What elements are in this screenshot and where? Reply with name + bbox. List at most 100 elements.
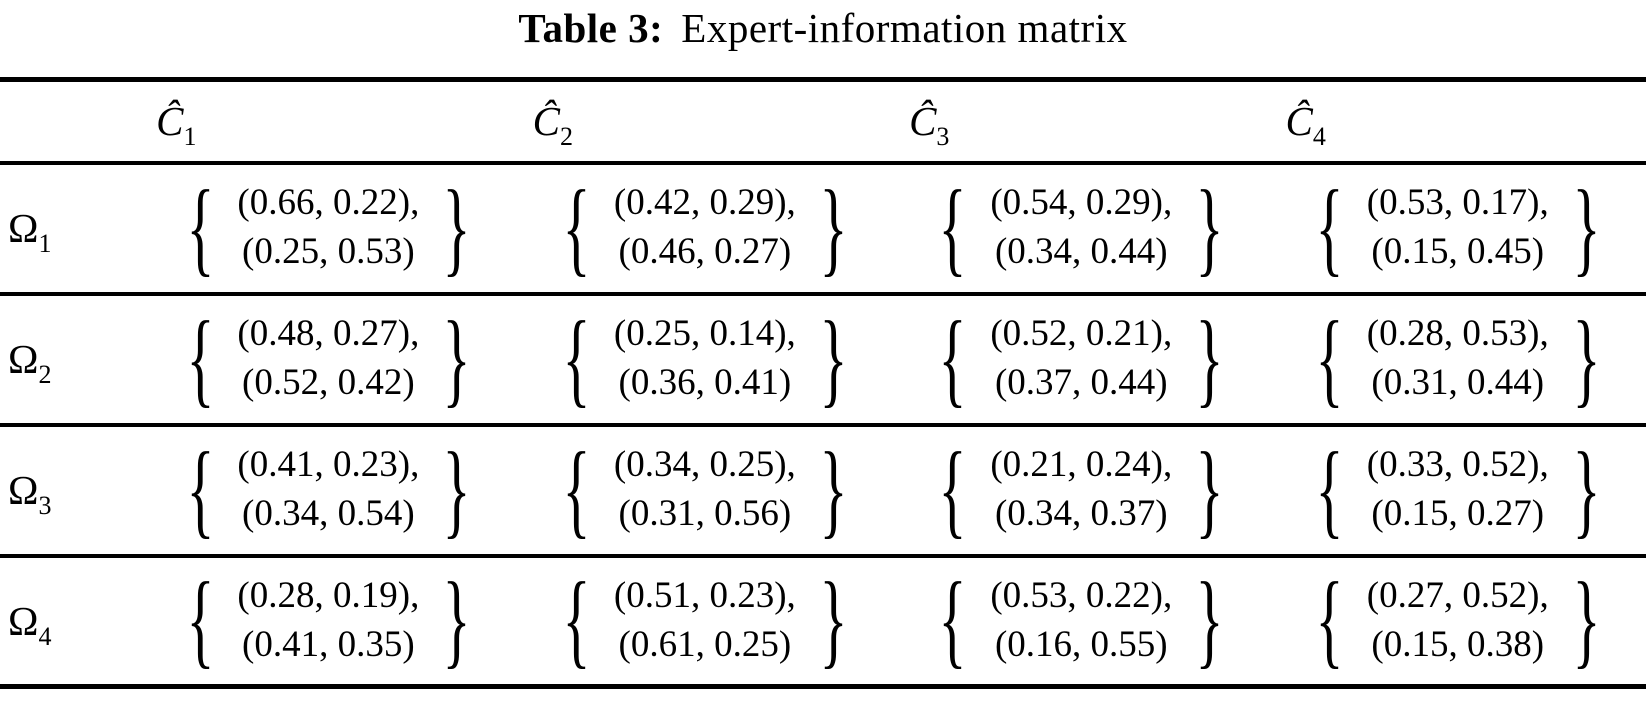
pair-line: (0.52, 0.21), xyxy=(990,313,1173,355)
pair-line: (0.66, 0.22), xyxy=(237,182,420,224)
row-label-sub: 4 xyxy=(38,621,52,651)
column-header-base: Ĉ xyxy=(909,98,937,145)
pair-line: (0.25, 0.53) xyxy=(242,231,415,272)
right-brace-icon: } xyxy=(1572,168,1601,286)
pair-line: (0.34, 0.25), xyxy=(613,444,796,486)
pair-line: (0.33, 0.52), xyxy=(1366,444,1549,486)
table-row-omega2: Ω2 {(0.48, 0.27), (0.52, 0.42)} {(0.25, 0… xyxy=(0,294,1646,425)
cell-r3-c2: {(0.34, 0.25), (0.31, 0.56)} xyxy=(517,425,893,556)
column-header-sub: 2 xyxy=(559,122,573,152)
cell-r2-c3: { (0.52, 0.21), (0.37, 0.44)} xyxy=(893,294,1269,425)
column-header-c1: Ĉ1 xyxy=(140,80,516,163)
right-brace-icon: } xyxy=(442,299,471,417)
table-caption: Table 3: Expert-information matrix xyxy=(0,0,1646,52)
row-label-omega3: Ω3 xyxy=(0,425,140,556)
right-brace-icon: } xyxy=(1195,299,1224,417)
right-brace-icon: } xyxy=(1195,430,1224,548)
left-brace-icon: { xyxy=(562,561,591,679)
right-brace-icon: } xyxy=(1572,430,1601,548)
cell-r1-c4: { (0.53, 0.17), (0.15, 0.45)} xyxy=(1270,163,1646,294)
right-brace-icon: } xyxy=(1572,299,1601,417)
cell-r4-c2: { (0.51, 0.23), (0.61, 0.25)} xyxy=(517,556,893,687)
left-brace-icon: { xyxy=(562,168,591,286)
row-label-sub: 2 xyxy=(38,360,52,389)
header-empty-cell xyxy=(0,80,140,163)
cell-r4-c3: { (0.53, 0.22), (0.16, 0.55)} xyxy=(893,556,1269,687)
right-brace-icon: } xyxy=(1195,561,1224,679)
column-header-sub: 3 xyxy=(936,122,950,152)
pair-line: (0.53, 0.22), xyxy=(990,574,1173,616)
right-brace-icon: } xyxy=(442,430,471,548)
pair-line: (0.36, 0.41) xyxy=(618,362,792,403)
right-brace-icon: } xyxy=(442,561,471,679)
row-label-omega2: Ω2 xyxy=(0,294,140,425)
pair-line: (0.34, 0.44) xyxy=(994,231,1168,272)
table-row-omega1: Ω1 { (0.66, 0.22), (0.25, 0.53)} { (0.42, 0… xyxy=(0,163,1646,294)
pair-line: (0.16, 0.55) xyxy=(994,623,1168,665)
row-label-sub: 1 xyxy=(38,229,52,258)
table-row-omega3: Ω3 {(0.41, 0.23), (0.34, 0.54)} { (0.34, 0… xyxy=(0,425,1646,556)
row-label-base: Ω xyxy=(8,467,39,513)
pair-line: (0.48, 0.27), xyxy=(237,313,420,355)
left-brace-icon: { xyxy=(1315,168,1344,286)
right-brace-icon: } xyxy=(1572,561,1601,679)
left-brace-icon: { xyxy=(185,561,214,679)
column-header-c4: Ĉ4 xyxy=(1270,80,1646,163)
row-label-sub: 3 xyxy=(38,491,52,520)
left-brace-icon: { xyxy=(562,299,591,417)
pair-line: (0.28, 0.53), xyxy=(1366,313,1549,355)
left-brace-icon: { xyxy=(938,168,967,286)
pair-line: (0.25, 0.14), xyxy=(613,313,796,355)
column-header-sub: 1 xyxy=(183,122,197,152)
pair-line: (0.27, 0.52), xyxy=(1366,574,1549,616)
cell-r3-c4: { (0.33, 0.52), (0.15, 0.27)} xyxy=(1270,425,1646,556)
row-label-base: Ω xyxy=(8,205,39,251)
column-header-base: Ĉ xyxy=(1285,98,1313,145)
left-brace-icon: { xyxy=(185,299,214,417)
pair-line: (0.61, 0.25) xyxy=(618,623,792,665)
pair-line: (0.28, 0.19), xyxy=(237,574,420,616)
right-brace-icon: } xyxy=(819,430,848,548)
cell-r2-c2: { (0.25, 0.14), (0.36, 0.41)} xyxy=(517,294,893,425)
pair-line: (0.31, 0.44) xyxy=(1371,362,1545,403)
pair-line: (0.34, 0.37) xyxy=(994,493,1168,534)
left-brace-icon: { xyxy=(938,561,967,679)
cell-r4-c4: { (0.27, 0.52), (0.15, 0.38)} xyxy=(1270,556,1646,687)
pair-line: (0.37, 0.44) xyxy=(994,362,1168,403)
matrix-body: Ω1 {(0.66, 0.22), (0.25, 0.53)} {(0.42, 0… xyxy=(0,163,1646,687)
left-brace-icon: { xyxy=(185,168,214,286)
header-row: Ĉ1 Ĉ2 Ĉ3 Ĉ4 xyxy=(0,80,1646,163)
column-header-sub: 4 xyxy=(1312,122,1326,152)
pair-line: (0.53, 0.17), xyxy=(1366,182,1549,224)
left-brace-icon: { xyxy=(1315,299,1344,417)
pair-line: (0.41, 0.35) xyxy=(242,623,415,665)
left-brace-icon: { xyxy=(1315,430,1344,548)
left-brace-icon: { xyxy=(1315,561,1344,679)
pair-line: (0.15, 0.38) xyxy=(1371,623,1545,665)
cell-r4-c1: { (0.28, 0.19), (0.41, 0.35)} xyxy=(140,556,516,687)
pair-line: (0.15, 0.45) xyxy=(1371,231,1545,272)
table-row-omega4: Ω4 { (0.28, 0.19), (0.41, 0.35)} { (0.51, 0… xyxy=(0,556,1646,687)
right-brace-icon: } xyxy=(819,299,848,417)
right-brace-icon: } xyxy=(442,168,471,286)
right-brace-icon: } xyxy=(819,168,848,286)
left-brace-icon: { xyxy=(185,430,214,548)
pair-line: (0.54, 0.29), xyxy=(990,182,1173,224)
pair-line: (0.51, 0.23), xyxy=(613,574,796,616)
cell-r2-c1: {(0.48, 0.27), (0.52, 0.42)} xyxy=(140,294,516,425)
left-brace-icon: { xyxy=(562,430,591,548)
pair-line: (0.15, 0.27) xyxy=(1371,493,1545,534)
right-brace-icon: } xyxy=(819,561,848,679)
table-caption-text: Expert-information matrix xyxy=(681,5,1128,51)
expert-information-matrix: Ĉ1 Ĉ2 Ĉ3 Ĉ4 Ω1 {(0.66, 0.22), (0.25, 0.53… xyxy=(0,77,1646,689)
right-brace-icon: } xyxy=(1195,168,1224,286)
pair-line: (0.42, 0.29), xyxy=(613,182,796,224)
cell-r2-c4: { (0.28, 0.53), (0.31, 0.44)} xyxy=(1270,294,1646,425)
pair-line: (0.34, 0.54) xyxy=(242,493,415,534)
left-brace-icon: { xyxy=(938,299,967,417)
row-label-base: Ω xyxy=(8,597,39,644)
pair-line: (0.21, 0.24), xyxy=(990,444,1173,486)
cell-r1-c3: { (0.54, 0.29), (0.34, 0.44)} xyxy=(893,163,1269,294)
cell-r3-c1: {(0.41, 0.23), (0.34, 0.54)} xyxy=(140,425,516,556)
